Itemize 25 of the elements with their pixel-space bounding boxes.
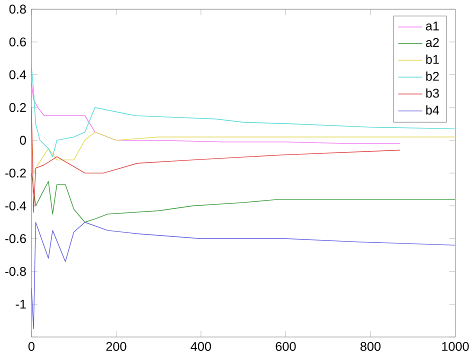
x-tick-label: 1000 [442,342,469,352]
line-series [31,222,456,330]
y-tick-label: 0.8 [9,4,26,14]
legend-label: b2 [426,72,439,81]
x-tick-label: 800 [360,342,381,352]
y-tick-label: -0.4 [5,202,26,211]
legend-label: a2 [426,38,439,48]
y-tick-label: 0.4 [9,70,26,80]
legend-label: b3 [426,88,439,98]
legend-label: a1 [426,22,439,31]
y-tick-label: -1 [16,300,26,309]
x-tick-label: 0 [28,342,34,352]
y-tick-label: 0.6 [9,38,26,47]
x-tick-label: 600 [276,342,296,352]
y-tick-label: -0.8 [5,267,26,276]
x-tick-label: 400 [190,342,212,352]
y-tick-label: -0.2 [5,168,26,178]
x-tick-label: 200 [106,342,126,352]
legend-label: b4 [426,105,440,115]
y-tick-label: 0.2 [9,103,26,112]
line-series [31,66,456,158]
legend-label: b1 [426,54,439,64]
y-tick-label: 0 [20,136,26,145]
line-series [31,107,400,213]
y-tick-label: -0.6 [5,234,26,244]
